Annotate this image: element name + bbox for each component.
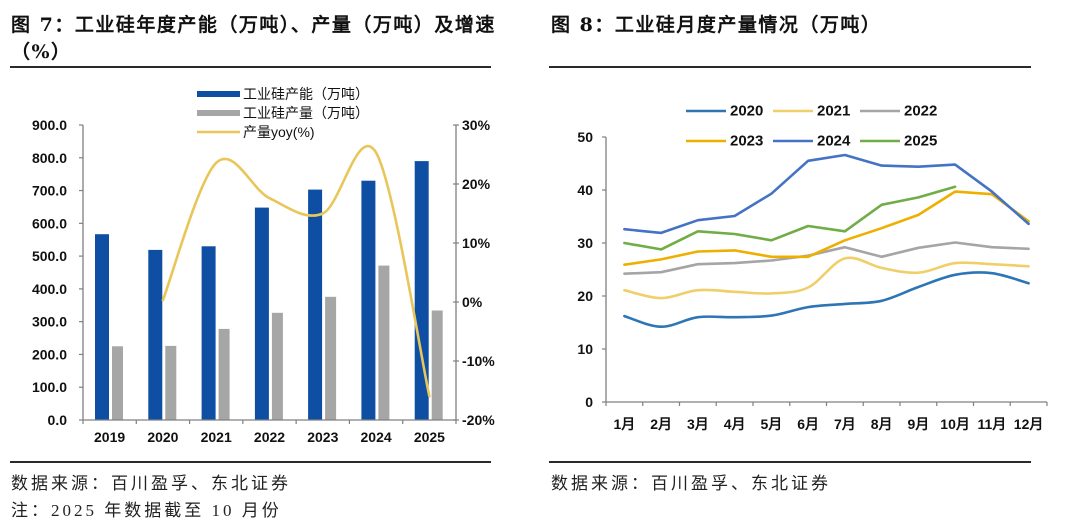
right-y-tick-label: 30% [462, 117, 491, 133]
figure-8-top-rule [549, 66, 1031, 68]
figure-7-note: 注：2025 年数据截至 10 月份 [11, 501, 282, 520]
legend-item: 2023 [686, 133, 763, 150]
left-y-tick-label: 200.0 [32, 346, 67, 362]
capacity-bars [95, 161, 429, 420]
x-tick-label: 2019 [94, 429, 125, 445]
series-line-2023 [623, 190, 1030, 266]
x-tick-label: 6月 [797, 416, 819, 432]
left-y-tick-label: 800.0 [32, 150, 67, 166]
production-bars [112, 265, 443, 421]
production-bar-2019 [112, 346, 123, 421]
legend-label: 2020 [730, 103, 763, 120]
left-y-tick-label: 100.0 [32, 379, 67, 395]
figure-7-bottom-rule [10, 461, 491, 463]
y-tick-label: 50 [577, 129, 593, 145]
x-tick-label: 2022 [254, 429, 285, 445]
capacity-bar-2024 [361, 180, 376, 420]
monthly-chart-legend: 2020 2021 2022 2023 2024 2025 [686, 103, 937, 150]
y-tick-label: 20 [577, 288, 593, 304]
production-bar-2021 [218, 328, 230, 420]
legend-swatch [197, 110, 240, 116]
left-y-tick-label: 700.0 [32, 183, 67, 199]
x-tick-label: 8月 [871, 416, 893, 432]
figure-8-title: 图 8：工业硅月度产量情况（万吨） [551, 14, 882, 36]
series-line-2025 [623, 185, 957, 251]
capacity-bar-2022 [254, 207, 269, 420]
y-tick-label: 10 [577, 341, 593, 357]
y-tick-label: 30 [577, 235, 593, 251]
x-tick-label: 2024 [361, 429, 392, 445]
x-tick-label: 3月 [687, 416, 709, 432]
legend-item: 2024 [773, 133, 851, 150]
legend-label: 2021 [817, 103, 850, 120]
figure-7-panel: 图 7：工业硅年度产能（万吨）、产量（万吨）及增速（%） 0.0 100.0 200… [10, 14, 496, 520]
x-tick-label: 2月 [650, 416, 672, 432]
legend-label: 工业硅产量（万吨） [243, 105, 369, 121]
capacity-bar-2019 [95, 234, 109, 420]
left-y-tick-label: 0.0 [48, 412, 68, 428]
legend-item: 2020 [686, 103, 763, 120]
left-y-tick-label: 400.0 [32, 281, 67, 297]
capacity-bar-2023 [308, 189, 323, 420]
legend-item: 2022 [860, 103, 937, 120]
legend-item: 2021 [773, 103, 850, 120]
right-y-tick-label: -20% [462, 412, 495, 428]
x-tick-label: 2023 [307, 429, 338, 445]
legend-label: 2025 [904, 133, 937, 150]
y-tick-label: 0 [585, 394, 593, 410]
figure-8-panel: 图 8：工业硅月度产量情况（万吨） 0 10 20 30 40 50 1月 2月 3月 4月 5月 6… [540, 0, 1080, 523]
capacity-bar-2021 [201, 246, 216, 420]
annual-chart-legend: 工业硅产能（万吨） 工业硅产量（万吨） 产量yoy(%) [197, 86, 369, 140]
legend-label: 产量yoy(%) [243, 124, 315, 140]
capacity-bar-2025 [414, 161, 429, 420]
x-tick-label: 5月 [761, 416, 783, 432]
x-tick-label: 9月 [908, 416, 930, 432]
x-tick-label: 10月 [940, 416, 970, 432]
legend-item: 产量yoy(%) [197, 124, 315, 140]
figure-7-title: 图 7：工业硅年度产能（万吨）、产量（万吨）及增速（%） [11, 14, 496, 63]
production-bar-2022 [271, 312, 283, 420]
x-tick-label: 2020 [147, 429, 178, 445]
series-line-2021 [623, 256, 1030, 300]
legend-label: 2022 [904, 103, 937, 120]
monthly-production-chart: 0 10 20 30 40 50 1月 2月 3月 4月 5月 6月 7月 8月 9月 10月 11月 12月 20… [577, 103, 1048, 432]
left-y-tick-label: 300.0 [32, 314, 67, 330]
production-bar-2023 [325, 296, 337, 420]
annual-capacity-production-chart: 0.0 100.0 200.0 300.0 400.0 500.0 600.0 700.0 80… [32, 86, 495, 445]
legend-item: 工业硅产量（万吨） [197, 105, 369, 121]
production-bar-2024 [378, 265, 390, 420]
x-tick-label: 2025 [414, 429, 445, 445]
capacity-bar-2020 [148, 249, 163, 420]
legend-label: 2023 [730, 133, 763, 150]
left-y-tick-label: 500.0 [32, 248, 67, 264]
production-bar-2020 [165, 345, 177, 420]
figure-7-source: 数据来源：百川盈孚、东北证券 [11, 474, 291, 493]
x-tick-label: 11月 [977, 416, 1006, 432]
right-y-tick-label: -10% [462, 353, 495, 369]
figure-7-top-rule [10, 66, 491, 68]
figure-8-source: 数据来源：百川盈孚、东北证券 [551, 474, 831, 493]
right-y-tick-label: 0% [462, 294, 483, 310]
x-tick-label: 1月 [614, 416, 636, 432]
legend-label: 工业硅产能（万吨） [243, 86, 369, 102]
x-tick-label: 12月 [1014, 416, 1044, 432]
yoy-line [161, 144, 431, 398]
series-line-2020 [623, 271, 1030, 329]
left-y-tick-label: 900.0 [32, 117, 67, 133]
right-y-tick-label: 10% [462, 235, 491, 251]
legend-item: 工业硅产能（万吨） [197, 86, 369, 102]
series-line-2024 [623, 153, 1030, 235]
legend-label: 2024 [817, 133, 851, 150]
series-line-2022 [623, 241, 1030, 275]
right-y-tick-label: 20% [462, 176, 491, 192]
figure-8-bottom-rule [549, 461, 1031, 463]
legend-item: 2025 [860, 133, 937, 150]
x-tick-label: 4月 [724, 416, 746, 432]
x-tick-label: 7月 [834, 416, 856, 432]
x-tick-label: 2021 [201, 429, 232, 445]
production-bar-2025 [431, 310, 443, 420]
y-tick-label: 40 [577, 182, 593, 198]
left-y-tick-label: 600.0 [32, 215, 67, 231]
legend-swatch [197, 91, 240, 97]
